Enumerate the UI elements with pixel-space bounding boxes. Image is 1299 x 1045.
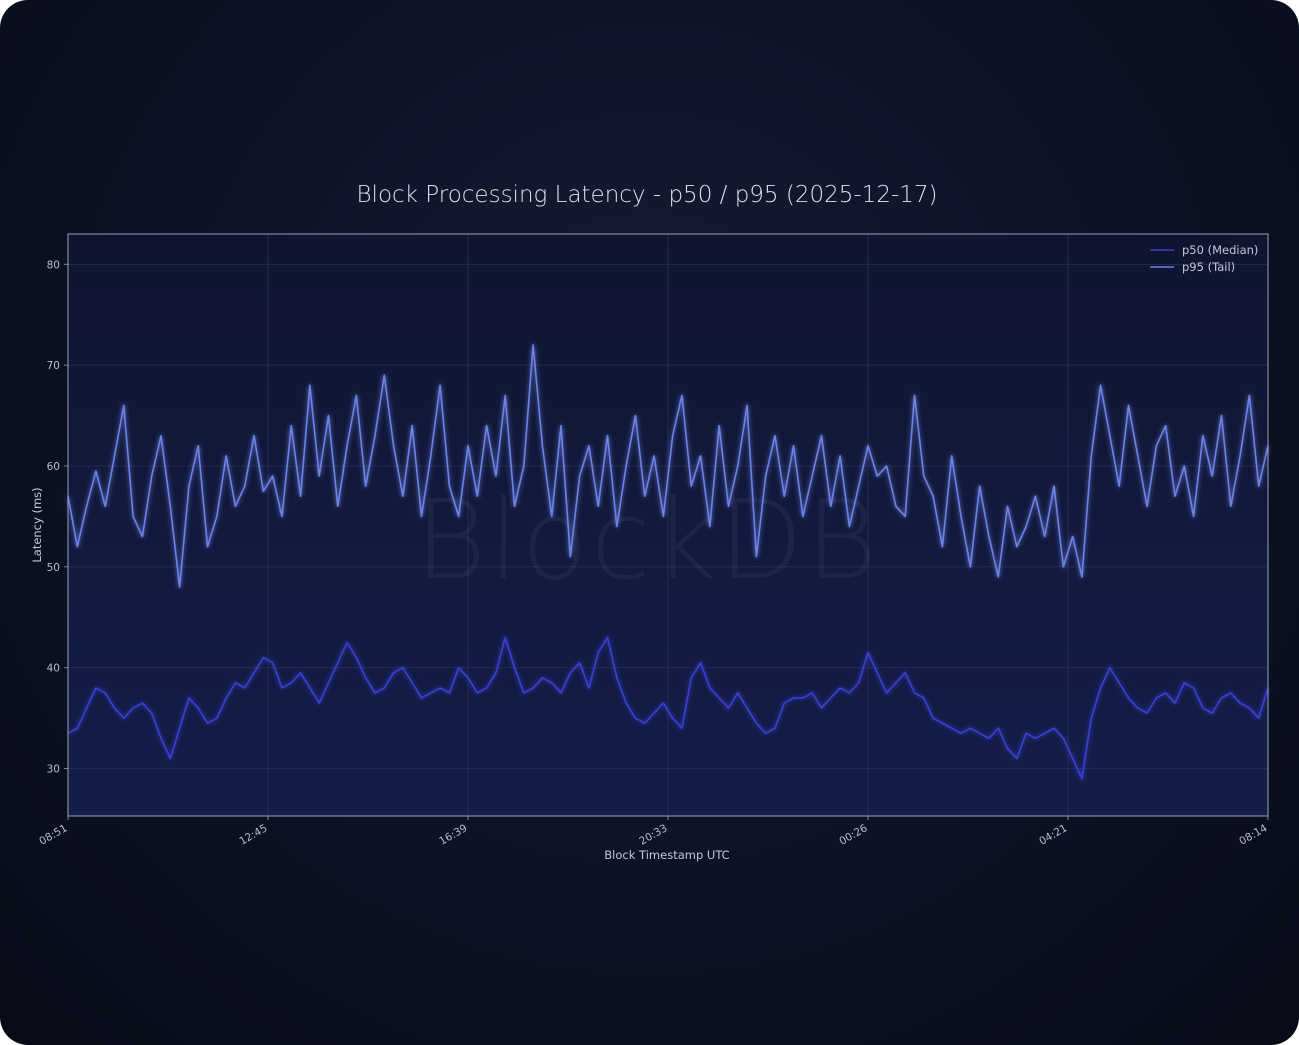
series-line-p50 [67,636,1269,780]
y-tick-label: 70 [47,360,60,372]
x-tick-label: 04:21 [1037,822,1069,848]
x-axis: 08:51 12:45 16:39 20:33 00:26 04:21 08:14 [37,816,1270,848]
legend-label-p50: p50 (Median) [1182,243,1258,257]
x-tick-label: 08:14 [1237,822,1269,848]
y-axis-title: Latency (ms) [30,487,44,562]
y-tick-label: 80 [47,259,60,271]
x-tick-label: 00:26 [837,822,869,848]
chart-title: Block Processing Latency - p50 / p95 (20… [357,182,938,208]
x-tick-label: 20:33 [637,822,669,848]
series-line-p95 [67,344,1269,588]
grid-lines [67,234,1269,816]
x-axis-title: Block Timestamp UTC [604,848,729,862]
y-tick-label: 50 [47,562,60,574]
legend: p50 (Median) p95 (Tail) [1150,243,1258,274]
y-axis: 30 40 50 60 70 80 [47,259,68,776]
watermark: BlockDB [415,476,880,604]
x-tick-label: 16:39 [437,822,469,848]
y-tick-label: 40 [47,663,60,675]
legend-label-p95: p95 (Tail) [1182,260,1235,274]
x-tick-label: 12:45 [237,822,269,848]
series-layer [67,344,1269,780]
x-tick-label: 08:51 [37,822,69,848]
y-tick-label: 30 [47,764,60,776]
y-tick-label: 60 [47,461,60,473]
